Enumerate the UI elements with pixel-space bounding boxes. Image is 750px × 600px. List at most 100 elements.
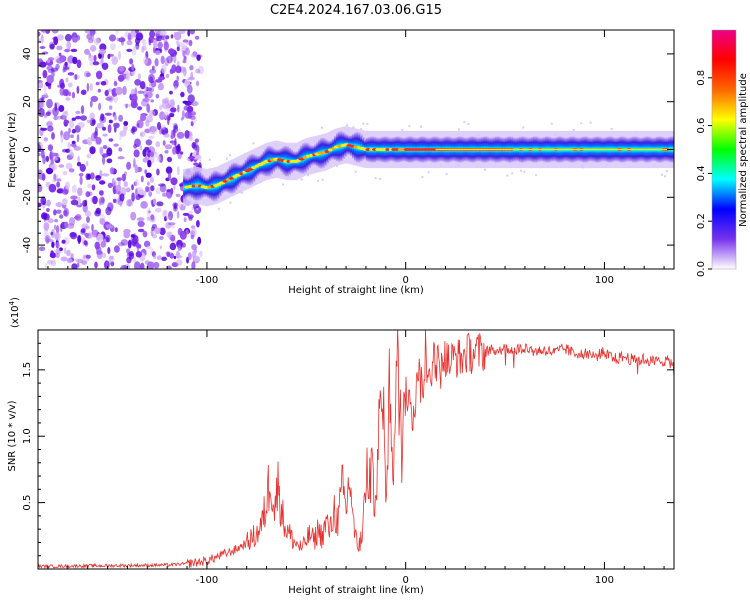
noise-blob [181,110,185,120]
core-spot [417,148,422,151]
noise-blob [99,116,107,124]
noise-blob [89,234,95,238]
noise-blob [59,87,65,96]
noise-blob [162,209,169,218]
noise-blob [194,138,199,143]
noise-blob [182,39,189,43]
speck [458,128,460,131]
noise-blob [102,173,110,177]
noise-blob [184,78,191,88]
colorbar-tick-label: 0.0 [696,261,707,277]
noise-blob [102,126,106,131]
noise-blob [153,41,158,49]
x-tick-label: 100 [595,275,614,286]
colorbar-tick-label: 0.8 [696,70,707,86]
noise-blob [40,150,45,159]
noise-blob [70,199,79,206]
noise-blob [111,56,119,65]
noise-blob [81,260,87,265]
noise-blob [193,162,199,166]
noise-blob [101,62,109,70]
noise-blob [113,245,120,253]
noise-blob [67,72,75,76]
speck [535,173,538,176]
noise-blob [131,48,137,56]
noise-blob [131,126,138,132]
noise-blob [196,220,200,228]
speck [346,124,349,127]
noise-blob [194,255,199,262]
noise-blob [144,169,148,175]
noise-blob [170,187,174,195]
noise-blob [88,52,92,58]
colorbar-ticks: 0.0 0.2 0.4 0.6 0.8 [696,70,712,277]
noise-blob [139,114,147,122]
noise-blob [51,241,55,248]
noise-blob [188,39,193,47]
noise-blob [92,195,98,205]
noise-blob [107,182,114,188]
noise-blob [162,210,167,218]
noise-blob [113,80,118,87]
noise-blob [190,116,198,123]
noise-blob [76,234,82,243]
noise-blob [44,235,51,243]
noise-blob [170,134,174,140]
noise-blob [96,122,105,129]
noise-blob [70,152,75,159]
noise-blob [45,167,54,175]
speck [366,122,369,125]
speck [317,179,319,182]
noise-blob [76,59,82,69]
noise-blob [124,31,129,38]
noise-blob [147,181,150,186]
noise-blob [89,112,96,120]
noise-blob [67,141,71,150]
noise-blob [182,50,186,57]
noise-blob [176,259,183,266]
spectrogram-y-label: Frequency (Hz) [7,112,18,188]
noise-blob [131,63,135,71]
noise-blob [50,228,55,239]
noise-blob [123,121,129,126]
noise-blob [165,166,173,174]
noise-blob [40,127,48,131]
speck [610,128,613,130]
noise-blob [165,35,170,40]
noise-blob [79,176,83,185]
noise-blob [147,159,152,168]
noise-blob [99,180,106,185]
noise-blob [61,239,66,244]
noise-blob [154,30,161,34]
noise-blob [80,115,87,121]
speck [196,208,199,210]
noise-blob [86,216,90,224]
noise-blob [76,262,80,268]
core-spot [194,183,199,187]
noise-blob [86,33,93,40]
noise-blob [119,135,122,141]
noise-blob [141,38,145,44]
noise-blob [76,85,80,94]
noise-blob [65,77,69,83]
noise-blob [47,57,55,61]
colorbar-tick-label: 0.4 [696,165,707,181]
noise-blob [38,144,42,153]
noise-blob [54,219,58,223]
noise-blob [38,31,41,37]
core-spot [328,148,333,152]
noise-blob [70,195,78,200]
noise-blob [190,120,194,127]
noise-blob [194,35,200,40]
speck [420,125,422,128]
noise-blob [95,137,102,145]
noise-blob [102,145,108,150]
noise-blob [118,147,123,152]
noise-blob [115,184,122,192]
noise-blob [112,198,117,203]
noise-blob [91,224,94,232]
noise-blob [106,95,114,102]
core-spot [309,154,313,157]
noise-blob [95,207,102,214]
noise-blob [62,67,66,73]
